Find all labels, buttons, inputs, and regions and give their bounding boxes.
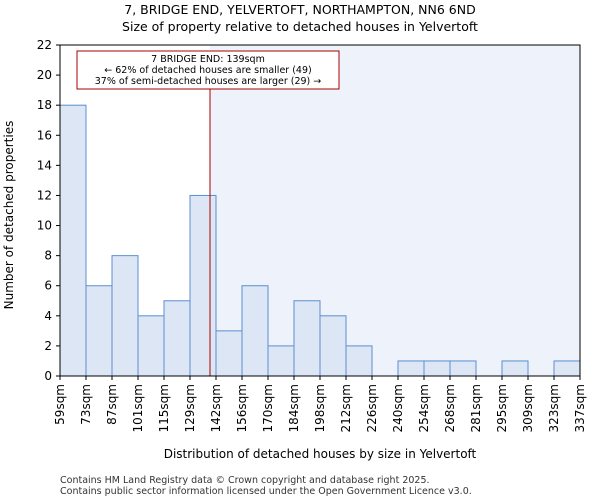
x-tick-label: 309sqm [521,384,535,432]
bar-59sqm [59,104,87,377]
bar-184sqm [293,300,321,377]
y-tick-label: 12 [37,188,52,202]
y-tick-label: 16 [37,128,52,142]
bar-129sqm [189,194,217,377]
x-tick-label: 129sqm [183,384,197,432]
bar-240sqm [397,360,425,377]
x-tick-label: 240sqm [391,384,405,432]
y-tick-label: 2 [44,339,52,353]
footer-line-2: Contains public sector information licen… [60,486,472,497]
bar-101sqm [137,315,165,377]
footer-line-1: Contains HM Land Registry data © Crown c… [60,475,430,486]
x-tick-label: 184sqm [287,384,301,432]
x-tick-label: 87sqm [105,384,119,425]
x-tick-label: 281sqm [469,384,483,432]
x-tick-label: 226sqm [365,384,379,432]
bar-73sqm [85,285,113,377]
y-tick-label: 14 [37,158,52,172]
bar-212sqm [345,345,373,377]
x-tick-label: 73sqm [79,384,93,425]
bar-295sqm [501,360,529,377]
bar-170sqm [267,345,295,377]
highlight-region [210,45,580,376]
chart-title: 7, BRIDGE END, YELVERTOFT, NORTHAMPTON, … [124,2,475,17]
annotation-line-1: 7 BRIDGE END: 139sqm [151,54,265,65]
y-axis-label: Number of detached properties [2,121,16,310]
x-axis-label: Distribution of detached houses by size … [164,447,477,461]
bar-254sqm [423,360,451,377]
bar-156sqm [241,285,269,377]
x-tick-label: 295sqm [495,384,509,432]
x-tick-label: 268sqm [443,384,457,432]
y-tick-label: 8 [44,249,52,263]
x-tick-label: 59sqm [53,384,67,425]
y-tick-label: 18 [37,98,52,112]
x-tick-label: 254sqm [417,384,431,432]
x-tick-label: 212sqm [339,384,353,432]
x-tick-label: 115sqm [157,384,171,432]
x-tick-label: 337sqm [573,384,587,432]
y-tick-label: 10 [37,219,52,233]
chart-subtitle: Size of property relative to detached ho… [122,19,478,34]
annotation-line-3: 37% of semi-detached houses are larger (… [95,76,322,87]
annotation-line-2: ← 62% of detached houses are smaller (49… [104,65,311,76]
annotation-frame [76,50,340,90]
x-tick-label: 101sqm [131,384,145,432]
bar-115sqm [163,300,191,377]
x-tick-label: 198sqm [313,384,327,432]
y-tick-label: 22 [37,38,52,52]
x-axis: 59sqm 73sqm 87sqm 101sqm 115sqm 129sqm 142sqm 1… [53,376,587,432]
x-tick-label: 170sqm [261,384,275,432]
x-tick-label: 323sqm [547,384,561,432]
bar-198sqm [319,315,347,377]
annotation-box: 7 BRIDGE END: 139sqm ← 62% of detached h… [76,50,340,90]
x-tick-label: 156sqm [235,384,249,432]
bar-268sqm [449,360,477,377]
bar-142sqm [215,330,243,377]
y-axis: 0 2 4 6 8 10 12 14 16 18 20 22 [37,38,60,383]
y-tick-label: 6 [44,279,52,293]
bar-323sqm [553,360,581,377]
bars-layer [59,104,581,377]
bar-87sqm [111,255,139,377]
y-tick-label: 4 [44,309,52,323]
y-tick-label: 0 [44,369,52,383]
y-tick-label: 20 [37,68,52,82]
x-tick-label: 142sqm [209,384,223,432]
